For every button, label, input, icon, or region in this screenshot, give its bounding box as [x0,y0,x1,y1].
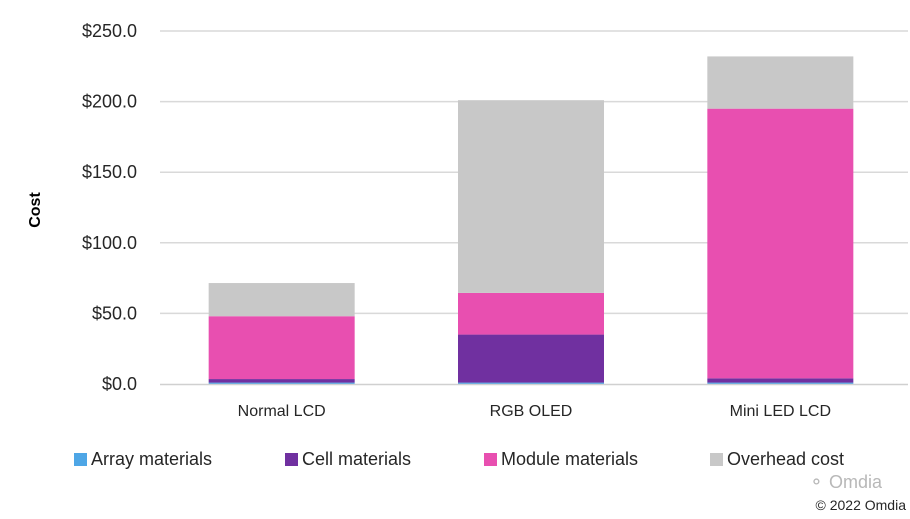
legend-swatch [484,453,497,466]
legend-label: Array materials [91,449,213,469]
legend-item: Cell materials [285,449,484,470]
legend-swatch [285,453,298,466]
bar-segment-overhead-cost [208,283,355,317]
bar-segment-cell-materials [707,378,854,383]
bar-segment-module-materials [458,292,604,335]
legend-label: Overhead cost [727,449,845,469]
legend-label: Module materials [501,449,639,469]
watermark: ⚬ Omdia [809,472,882,493]
x-tick-label: RGB OLED [490,403,573,420]
bar-segment-cell-materials [208,379,355,383]
y-tick-label: $100.0 [82,233,137,253]
bar-segment-module-materials [208,316,355,380]
legend-item: Overhead cost [710,449,870,470]
legend-item: Module materials [484,449,710,470]
legend-item: Array materials [74,449,285,470]
y-tick-label: $0.0 [102,374,137,394]
bar-segment-array-materials [458,382,604,384]
bar-segment-cell-materials [458,334,604,383]
y-axis-ticks: $0.0 $50.0 $100.0 $150.0 $200.0 $250.0 [82,21,137,394]
y-tick-label: $50.0 [92,303,137,323]
bar-segment-overhead-cost [458,100,604,293]
y-axis-label: Cost [27,192,44,228]
y-tick-label: $200.0 [82,92,137,112]
y-tick-label: $250.0 [82,21,137,41]
legend-swatch [74,453,87,466]
x-axis-categories: Normal LCD RGB OLED Mini LED LCD [238,403,831,420]
y-tick-label: $150.0 [82,162,137,182]
legend: Array materials Cell materials Module mate… [74,449,870,470]
bar-segment-array-materials [208,382,355,384]
bar-segment-array-materials [707,382,854,384]
legend-label: Cell materials [302,449,412,469]
watermark-text: Omdia [828,472,882,492]
x-tick-label: Normal LCD [238,403,326,420]
legend-swatch [710,453,723,466]
stacked-bar-chart: $0.0 $50.0 $100.0 $150.0 $200.0 $250.0 Normal… [27,21,908,420]
x-tick-label: Mini LED LCD [730,403,831,420]
bar-segment-overhead-cost [707,56,854,109]
bars [208,56,854,384]
bar-segment-module-materials [707,108,854,379]
copyright-text: © 2022 Omdia [815,497,906,513]
wechat-icon: ⚬ [808,472,824,492]
